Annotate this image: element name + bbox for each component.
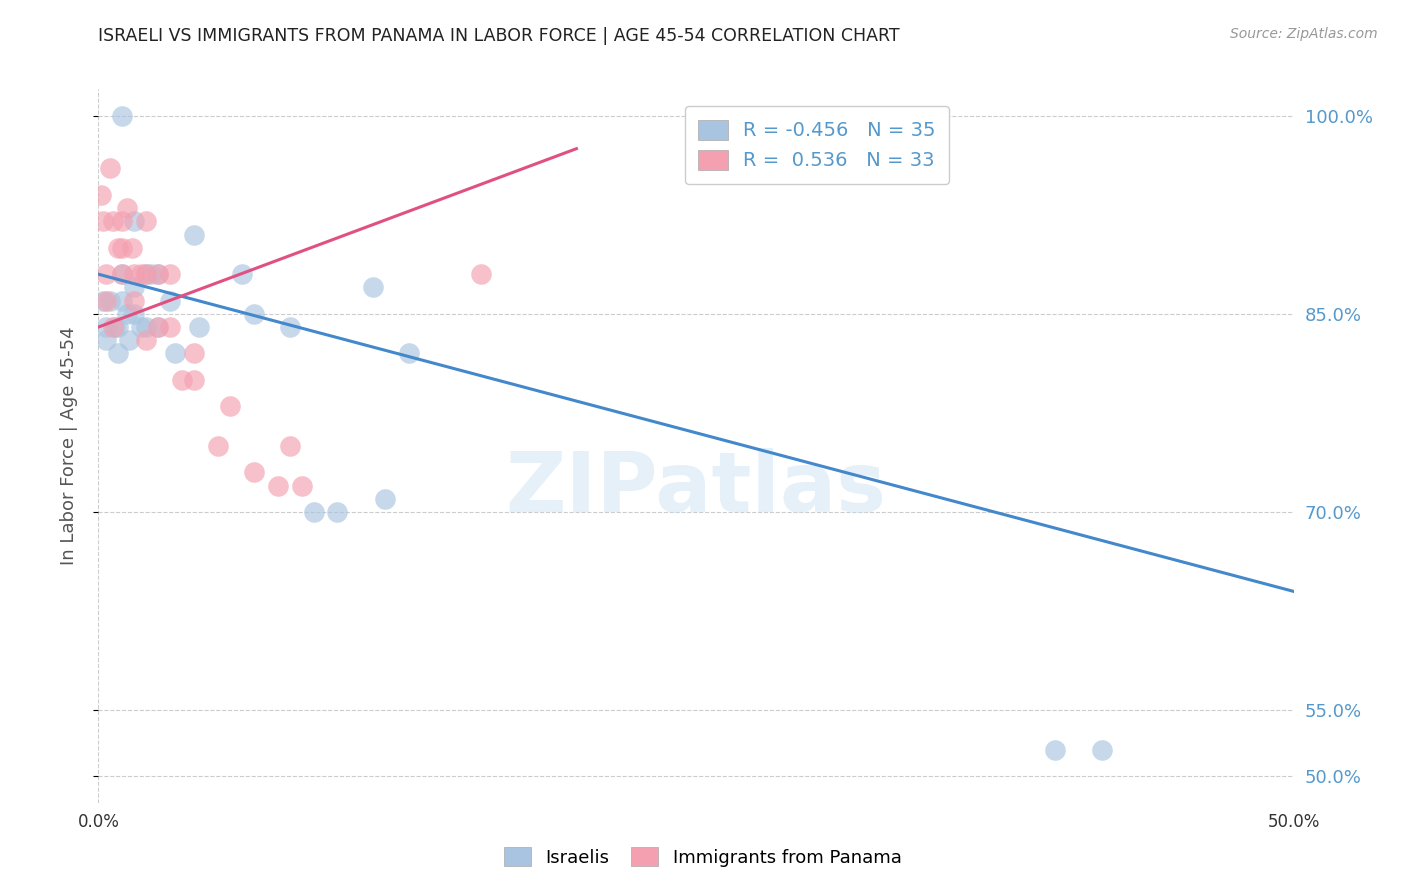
Point xyxy=(91,214,114,228)
Point xyxy=(183,373,205,387)
Point xyxy=(111,241,134,255)
Text: Source: ZipAtlas.com: Source: ZipAtlas.com xyxy=(1230,27,1378,41)
Point xyxy=(98,161,122,176)
Point xyxy=(326,505,349,519)
Text: ISRAELI VS IMMIGRANTS FROM PANAMA IN LABOR FORCE | AGE 45-54 CORRELATION CHART: ISRAELI VS IMMIGRANTS FROM PANAMA IN LAB… xyxy=(98,27,900,45)
Point xyxy=(278,320,301,334)
Text: 50.0%: 50.0% xyxy=(1267,814,1320,831)
Point xyxy=(219,400,242,414)
Point xyxy=(148,267,170,281)
Point xyxy=(148,320,170,334)
Point xyxy=(124,293,146,308)
Point xyxy=(470,267,492,281)
Point xyxy=(101,320,124,334)
Point xyxy=(94,320,117,334)
Point xyxy=(243,307,266,321)
Point xyxy=(135,214,157,228)
Point xyxy=(163,346,186,360)
Point xyxy=(118,333,141,347)
Point xyxy=(159,320,181,334)
Point xyxy=(121,241,143,255)
Point xyxy=(101,214,124,228)
Point xyxy=(302,505,325,519)
Point xyxy=(107,241,129,255)
Point xyxy=(398,346,420,360)
Point xyxy=(124,280,146,294)
Point xyxy=(363,280,385,294)
Point xyxy=(91,293,114,308)
Point xyxy=(207,439,229,453)
Point xyxy=(98,293,122,308)
Point xyxy=(148,320,170,334)
Point xyxy=(187,320,209,334)
Legend: R = -0.456   N = 35, R =  0.536   N = 33: R = -0.456 N = 35, R = 0.536 N = 33 xyxy=(685,106,949,184)
Legend: Israelis, Immigrants from Panama: Israelis, Immigrants from Panama xyxy=(496,840,910,874)
Point xyxy=(159,267,181,281)
Point xyxy=(104,320,127,334)
Point xyxy=(111,267,134,281)
Y-axis label: In Labor Force | Age 45-54: In Labor Force | Age 45-54 xyxy=(59,326,77,566)
Point xyxy=(107,320,129,334)
Point xyxy=(278,439,301,453)
Text: ZIPatlas: ZIPatlas xyxy=(506,449,886,529)
Point xyxy=(135,267,157,281)
Point xyxy=(135,333,157,347)
Point xyxy=(111,214,134,228)
Point xyxy=(231,267,253,281)
Point xyxy=(267,478,290,492)
Point xyxy=(139,267,162,281)
Point xyxy=(131,267,153,281)
Point xyxy=(374,491,396,506)
Point xyxy=(111,109,134,123)
Point xyxy=(94,267,117,281)
Point xyxy=(94,333,117,347)
Point xyxy=(1091,743,1114,757)
Point xyxy=(172,373,194,387)
Point xyxy=(115,201,138,215)
Point xyxy=(159,293,181,308)
Point xyxy=(94,293,117,308)
Text: 0.0%: 0.0% xyxy=(77,814,120,831)
Point xyxy=(124,214,146,228)
Point xyxy=(148,267,170,281)
Point xyxy=(131,320,153,334)
Point xyxy=(1043,743,1066,757)
Point xyxy=(243,466,266,480)
Point xyxy=(290,478,312,492)
Point xyxy=(107,346,129,360)
Point xyxy=(183,346,205,360)
Point xyxy=(135,320,157,334)
Point xyxy=(124,307,146,321)
Point xyxy=(111,293,134,308)
Point xyxy=(183,227,205,242)
Point xyxy=(135,267,157,281)
Point xyxy=(124,267,146,281)
Point xyxy=(111,267,134,281)
Point xyxy=(90,188,112,202)
Point xyxy=(115,307,138,321)
